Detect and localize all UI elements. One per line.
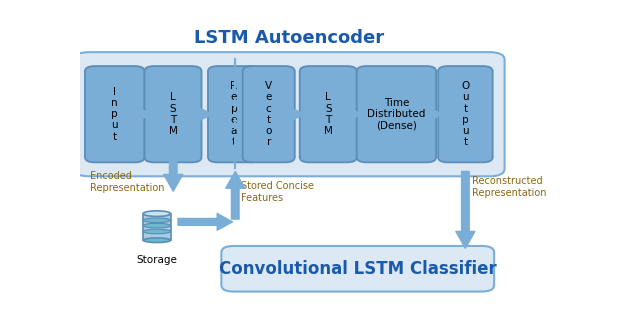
Ellipse shape bbox=[143, 223, 170, 228]
Ellipse shape bbox=[143, 218, 170, 223]
FancyBboxPatch shape bbox=[145, 66, 202, 162]
Text: Reconstructed
Representation: Reconstructed Representation bbox=[472, 176, 547, 198]
Text: LSTM Autoencoder: LSTM Autoencoder bbox=[195, 29, 385, 47]
Ellipse shape bbox=[143, 211, 170, 216]
FancyBboxPatch shape bbox=[243, 66, 295, 162]
Text: R
e
p
e
a
t: R e p e a t bbox=[230, 81, 237, 147]
FancyBboxPatch shape bbox=[438, 66, 493, 162]
FancyBboxPatch shape bbox=[221, 246, 494, 291]
Text: I
n
p
u
t: I n p u t bbox=[111, 87, 118, 141]
Text: Encoded
Representation: Encoded Representation bbox=[90, 171, 164, 193]
FancyBboxPatch shape bbox=[300, 66, 356, 162]
Text: V
e
c
t
o
r: V e c t o r bbox=[265, 81, 272, 147]
FancyBboxPatch shape bbox=[74, 52, 504, 176]
FancyBboxPatch shape bbox=[356, 66, 436, 162]
Text: L
S
T
M: L S T M bbox=[168, 92, 177, 136]
Text: Time
Distributed
(Dense): Time Distributed (Dense) bbox=[367, 98, 426, 130]
Text: Storage: Storage bbox=[136, 255, 177, 265]
FancyBboxPatch shape bbox=[208, 66, 260, 162]
Ellipse shape bbox=[143, 238, 170, 242]
Text: Stored Concise
Features: Stored Concise Features bbox=[241, 181, 314, 203]
Ellipse shape bbox=[143, 229, 170, 234]
Text: O
u
t
p
u
t: O u t p u t bbox=[461, 81, 470, 147]
FancyBboxPatch shape bbox=[85, 66, 145, 162]
Text: Convolutional LSTM Classifier: Convolutional LSTM Classifier bbox=[219, 260, 497, 278]
Bar bbox=[143, 214, 170, 240]
Text: L
S
T
M: L S T M bbox=[324, 92, 333, 136]
